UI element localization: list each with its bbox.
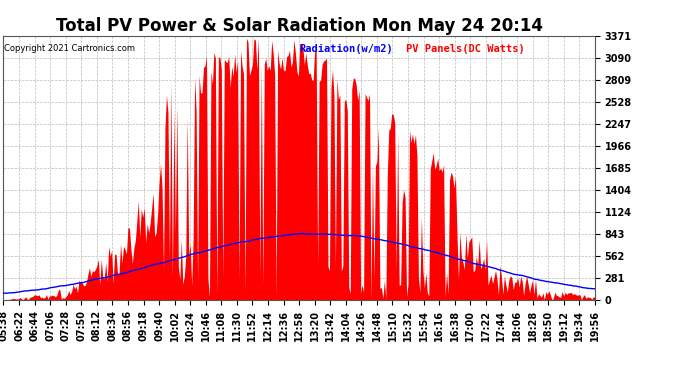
Title: Total PV Power & Solar Radiation Mon May 24 20:14: Total PV Power & Solar Radiation Mon May… bbox=[56, 18, 542, 36]
Text: Radiation(w/m2): Radiation(w/m2) bbox=[299, 44, 393, 54]
Text: Copyright 2021 Cartronics.com: Copyright 2021 Cartronics.com bbox=[4, 44, 135, 52]
Text: PV Panels(DC Watts): PV Panels(DC Watts) bbox=[406, 44, 524, 54]
